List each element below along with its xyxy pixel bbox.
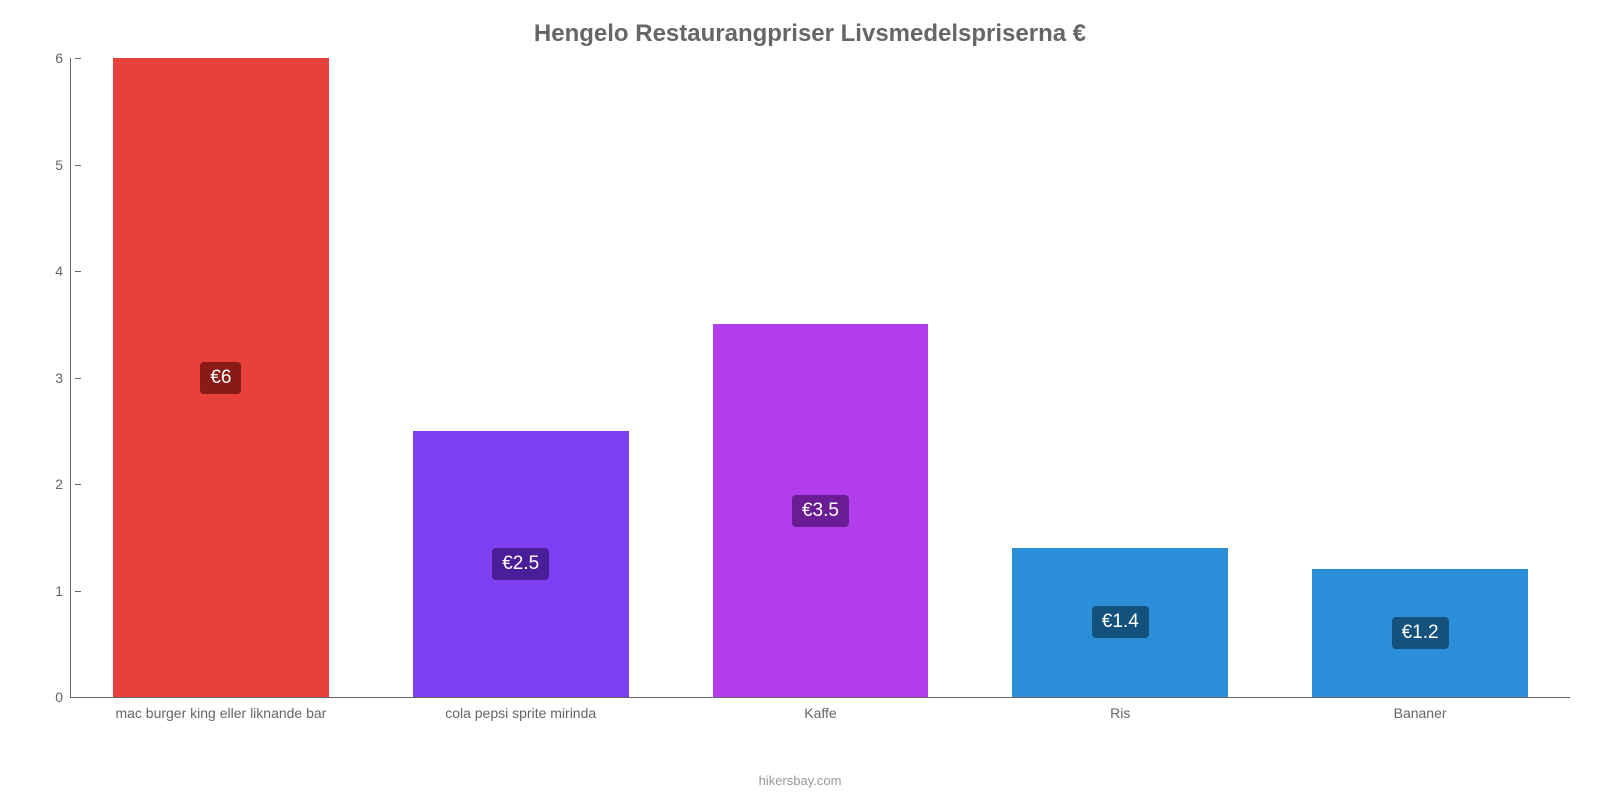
x-axis-label: mac burger king eller liknande bar	[71, 705, 371, 721]
bar-slot: €1.4	[970, 58, 1270, 697]
y-tick-label: 2	[55, 476, 63, 492]
y-tick-mark	[75, 697, 81, 698]
x-axis-labels: mac burger king eller liknande barcola p…	[71, 705, 1570, 721]
bar: €1.4	[1012, 548, 1228, 697]
bar-value-label: €6	[200, 362, 241, 394]
bar-value-label: €3.5	[792, 495, 849, 527]
plot-area: 0123456 €6€2.5€3.5€1.4€1.2 mac burger ki…	[70, 58, 1570, 698]
bar: €6	[113, 58, 329, 697]
x-axis-label: cola pepsi sprite mirinda	[371, 705, 671, 721]
bar: €3.5	[713, 324, 929, 697]
x-axis-label: Ris	[970, 705, 1270, 721]
bar-slot: €6	[71, 58, 371, 697]
bar: €2.5	[413, 431, 629, 697]
credit-text: hikersbay.com	[0, 773, 1600, 788]
x-axis-label: Bananer	[1270, 705, 1570, 721]
y-tick-label: 1	[55, 583, 63, 599]
y-tick-label: 6	[55, 50, 63, 66]
x-axis-label: Kaffe	[671, 705, 971, 721]
bars-row: €6 €2.5 €3.5 €1.4 €1.2	[71, 58, 1570, 697]
bar-slot: €3.5	[671, 58, 971, 697]
y-axis: 0123456	[31, 58, 71, 697]
y-tick-label: 0	[55, 689, 63, 705]
bar-slot: €1.2	[1270, 58, 1570, 697]
bar-value-label: €2.5	[492, 548, 549, 580]
y-tick-label: 5	[55, 157, 63, 173]
y-tick-label: 3	[55, 370, 63, 386]
bar-value-label: €1.2	[1392, 617, 1449, 649]
bar-value-label: €1.4	[1092, 606, 1149, 638]
chart-container: Hengelo Restaurangpriser Livsmedelsprise…	[0, 0, 1600, 800]
bar-slot: €2.5	[371, 58, 671, 697]
y-tick-label: 4	[55, 263, 63, 279]
bar: €1.2	[1312, 569, 1528, 697]
chart-title: Hengelo Restaurangpriser Livsmedelsprise…	[60, 20, 1560, 48]
